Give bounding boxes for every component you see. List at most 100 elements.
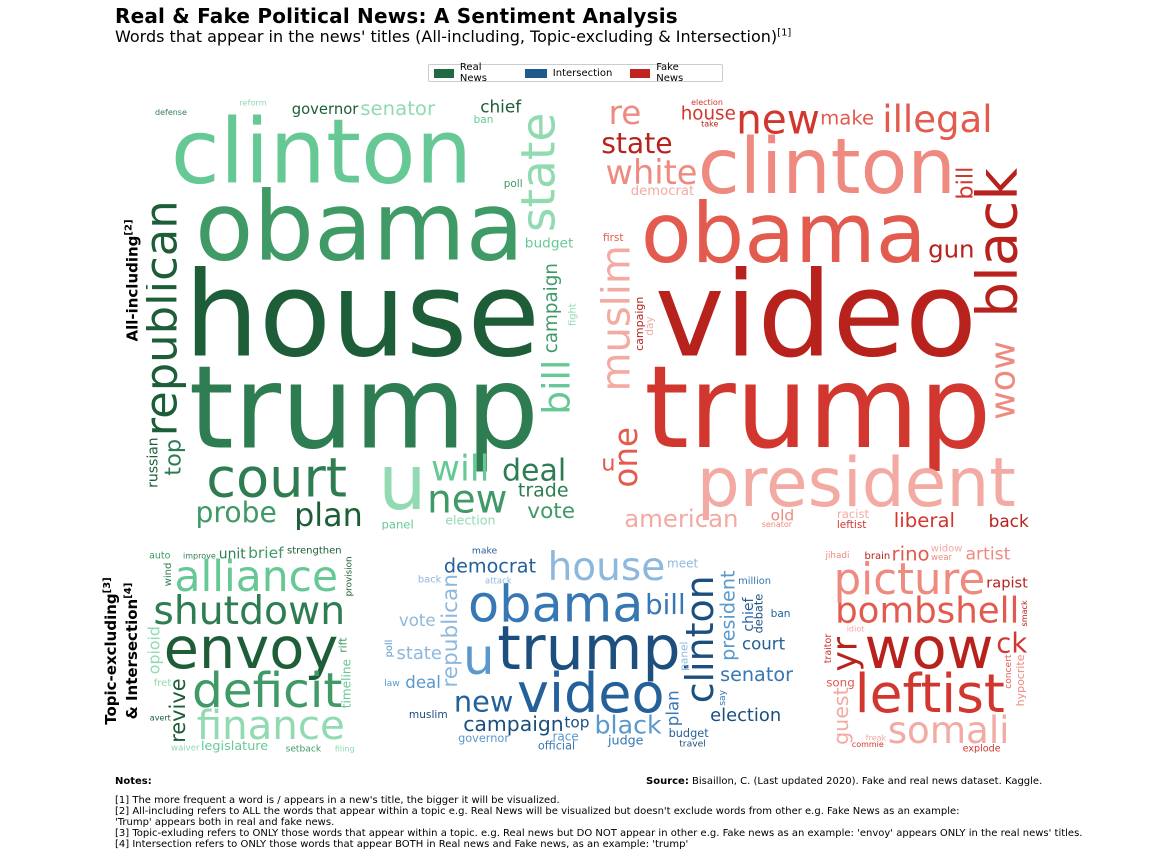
word-freak: freak (866, 733, 887, 743)
word-bill: bill (952, 167, 978, 200)
word-official: official (538, 740, 575, 753)
word-commie: commie (852, 740, 884, 749)
word-leftist: leftist (837, 519, 867, 530)
word-song: song (826, 676, 855, 690)
word-finance: finance (197, 702, 345, 749)
word-court: court (206, 446, 347, 509)
source-label: Source: (646, 776, 689, 787)
word-first: first (603, 232, 624, 244)
word-alliance: alliance (175, 552, 339, 601)
word-bill: bill (534, 360, 578, 415)
legend-swatch-fake (630, 68, 651, 78)
row-label-all-including: All-including[2] (121, 196, 142, 366)
word-revive: revive (166, 678, 190, 742)
word-election: election (691, 98, 723, 107)
word-state: state (511, 113, 566, 233)
legend: Real News Intersection Fake News (428, 62, 723, 84)
row-label-intersection-text: & Intersection (123, 598, 141, 720)
row-label-topic-excluding: Topic-excluding[3] & Intersection[4] (99, 551, 141, 751)
word-avert: avert (150, 713, 171, 722)
word-million: million (738, 576, 771, 587)
word-senator: senator (360, 98, 436, 120)
word-governor: governor (292, 101, 360, 118)
word-widow: widow (931, 544, 963, 555)
word-chief: chief (741, 597, 757, 632)
word-panel: panel (679, 641, 691, 670)
word-clinton: clinton (171, 100, 473, 204)
subtitle-footnote-ref: [1] (777, 27, 792, 39)
word-new: new (736, 98, 820, 144)
word-hypocrite: hypocrite (1014, 654, 1027, 706)
word-bombshell: bombshell (835, 591, 1019, 632)
word-brain: brain (865, 551, 891, 562)
word-muslim: muslim (409, 709, 448, 721)
word-senator: senator (720, 663, 793, 686)
word-jihadi: jihadi (825, 551, 850, 561)
word-bill: bill (645, 588, 686, 621)
word-u: u (601, 451, 615, 477)
word-defense: defense (155, 108, 187, 117)
word-trump: trump (497, 614, 680, 684)
word-obama: obama (195, 171, 524, 283)
word-wow: wow (865, 615, 994, 682)
word-russian: russian (146, 437, 162, 488)
word-democrat: democrat (631, 184, 694, 199)
word-race: race (553, 730, 579, 744)
word-fret: fret (154, 678, 172, 689)
word-plan: plan (663, 690, 682, 726)
word-obama: obama (468, 576, 643, 635)
word-deal: deal (405, 673, 441, 692)
word-vote: vote (527, 499, 575, 524)
word-ck: ck (996, 628, 1027, 659)
chart-title: Real & Fake Political News: A Sentiment … (115, 4, 678, 28)
word-white: white (606, 153, 698, 192)
row-label-topic-excluding-ref: [3] (102, 577, 113, 594)
word-setback: setback (286, 744, 322, 753)
word-campaign: campaign (541, 263, 562, 353)
word-shutdown: shutdown (153, 589, 345, 634)
word-muslim: muslim (600, 245, 639, 391)
word-debate: debate (753, 594, 766, 634)
wordcloud-fake-exclusive: wow leftist bombshell picture somali yr ck rino… (824, 543, 1034, 753)
word-artist: artist (966, 544, 1011, 564)
word-top: top (161, 439, 187, 476)
note-line: [3] Topic-exluding refers to ONLY those … (115, 828, 1083, 839)
legend-swatch-real (434, 68, 454, 78)
word-back: back (418, 575, 442, 586)
word-video: video (655, 245, 977, 383)
word-improve: improve (183, 551, 216, 560)
word-meet: meet (667, 557, 698, 571)
word-reform: reform (239, 98, 267, 107)
word-picture: picture (834, 555, 986, 605)
word-wear: wear (931, 553, 953, 563)
word-day: day (644, 316, 656, 335)
note-line: 'Trump' appears both in real and fake ne… (115, 817, 335, 828)
word-state: state (397, 643, 442, 664)
word-yr: yr (826, 636, 866, 671)
word-black: black (966, 168, 1031, 318)
word-attack: attack (485, 577, 512, 587)
row-label-topic-excluding-text: Topic-excluding (102, 593, 120, 725)
word-waiver: waiver (171, 743, 200, 753)
word-clinton: clinton (698, 123, 956, 212)
note-line: [1] The more frequent a word is / appear… (115, 795, 560, 806)
word-auto: auto (149, 550, 171, 561)
word-old: old (771, 507, 795, 525)
word-black: black (595, 711, 662, 740)
word-will: will (431, 448, 489, 489)
word-video: video (517, 662, 665, 725)
word-envoy: envoy (164, 615, 339, 682)
word-campaign: campaign (633, 297, 646, 351)
word-wow: wow (983, 341, 1024, 420)
word-re: re (609, 98, 642, 132)
word-american: american (624, 504, 738, 530)
word-deficit: deficit (192, 663, 342, 719)
row-label-all-including-text: All-including (123, 235, 142, 342)
word-ban: ban (474, 114, 494, 126)
word-trump: trump (189, 341, 539, 475)
word-court: court (742, 635, 786, 654)
word-travel: travel (679, 738, 706, 749)
